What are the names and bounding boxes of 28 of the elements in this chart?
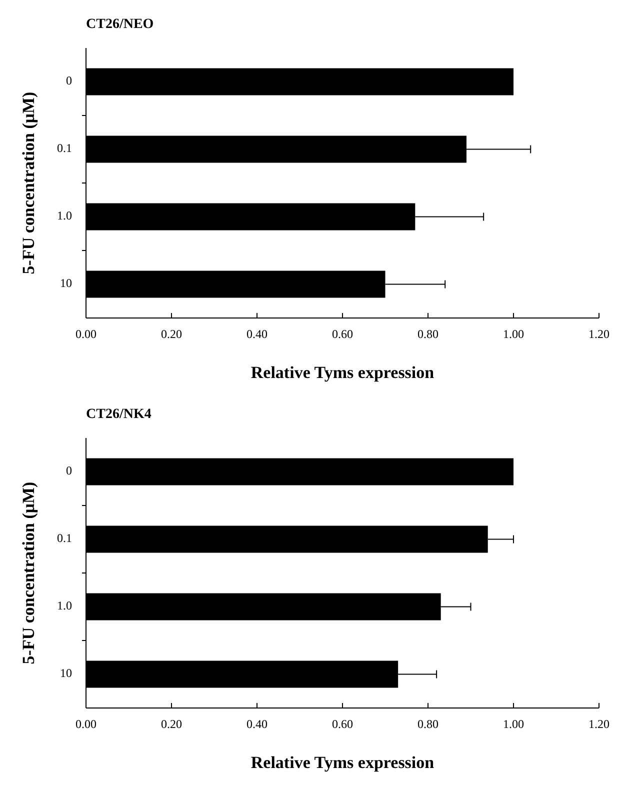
x-tick-label: 0.00 [76, 717, 96, 731]
y-tick-label: 10 [60, 276, 72, 290]
x-tick-label: 0.40 [246, 717, 268, 731]
x-tick-label: 1.20 [588, 717, 610, 731]
x-tick-label: 0.40 [246, 327, 268, 341]
x-tick-label: 0.20 [161, 717, 182, 731]
x-axis-title: Relative Tyms expression [250, 363, 435, 382]
y-axis-title: 5-FU concentration (μM) [19, 92, 38, 274]
y-tick-label: 10 [60, 666, 72, 680]
y-tick-label: 1.0 [57, 598, 72, 612]
x-tick-label: 1.20 [588, 327, 610, 341]
x-tick-label: 0.60 [332, 327, 353, 341]
y-tick-label: 0.1 [57, 141, 72, 155]
y-tick-label: 1.0 [57, 208, 72, 222]
chart-title: CT26/NEO [86, 17, 154, 32]
y-tick-label: 0.1 [57, 531, 72, 545]
x-tick-label: 0.60 [332, 717, 353, 731]
x-tick-label: 0.80 [418, 717, 438, 731]
x-tick-label: 0.20 [161, 327, 182, 341]
y-tick-label: 0 [66, 74, 72, 88]
y-axis-title: 5-FU concentration (μM) [19, 482, 38, 664]
x-axis-title: Relative Tyms expression [250, 753, 435, 772]
x-tick-label: 1.00 [503, 717, 524, 731]
chart-title: CT26/NK4 [86, 407, 152, 422]
x-tick-label: 0.80 [418, 327, 438, 341]
x-tick-label: 1.00 [503, 327, 524, 341]
x-tick-label: 0.00 [76, 327, 96, 341]
y-tick-label: 0 [66, 464, 72, 478]
